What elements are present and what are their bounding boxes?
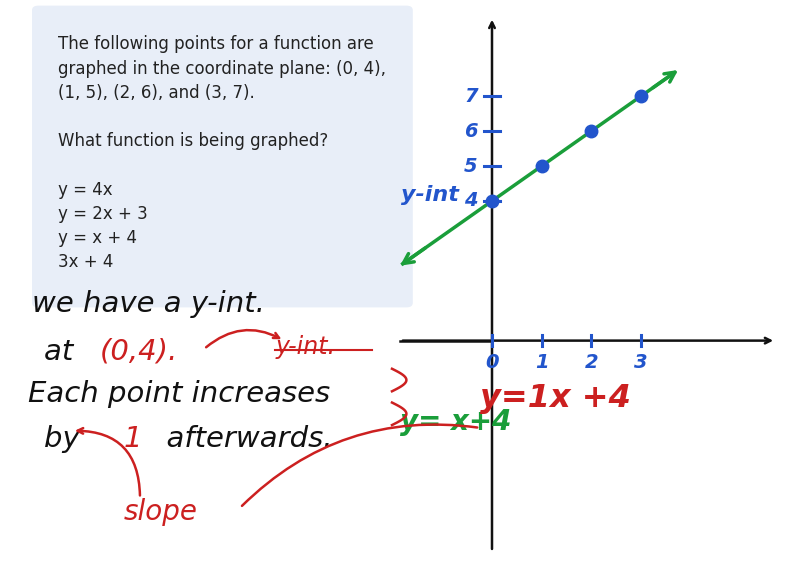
Text: 7: 7 <box>464 87 478 106</box>
Text: 1: 1 <box>534 353 549 372</box>
Text: y = 4x: y = 4x <box>58 181 113 199</box>
Text: (1, 5), (2, 6), and (3, 7).: (1, 5), (2, 6), and (3, 7). <box>58 84 255 102</box>
Text: 1: 1 <box>124 425 142 453</box>
Text: afterwards.: afterwards. <box>148 425 333 453</box>
Text: we have a y-int.: we have a y-int. <box>32 290 265 318</box>
Text: 3x + 4: 3x + 4 <box>58 253 114 271</box>
Text: (0,4).: (0,4). <box>100 338 178 366</box>
Text: 5: 5 <box>464 157 478 176</box>
Text: 3: 3 <box>634 353 648 372</box>
Text: 0: 0 <box>485 353 499 372</box>
Text: at: at <box>44 338 82 366</box>
Text: y= x+4: y= x+4 <box>400 408 511 436</box>
Text: by: by <box>44 425 89 453</box>
Text: Each point increases: Each point increases <box>28 380 330 408</box>
Text: graphed in the coordinate plane: (0, 4),: graphed in the coordinate plane: (0, 4), <box>58 60 386 78</box>
Text: What function is being graphed?: What function is being graphed? <box>58 132 329 150</box>
Text: y = x + 4: y = x + 4 <box>58 229 138 247</box>
Text: y = 2x + 3: y = 2x + 3 <box>58 205 148 223</box>
Text: y=1x +4: y=1x +4 <box>480 383 631 414</box>
Text: y-int: y-int <box>402 185 459 205</box>
Text: The following points for a function are: The following points for a function are <box>58 35 374 53</box>
Text: slope: slope <box>124 498 198 526</box>
Text: 6: 6 <box>464 122 478 141</box>
Text: 2: 2 <box>584 353 598 372</box>
FancyBboxPatch shape <box>32 6 413 307</box>
Text: y-int.: y-int. <box>276 335 336 359</box>
Text: 4: 4 <box>464 191 478 211</box>
